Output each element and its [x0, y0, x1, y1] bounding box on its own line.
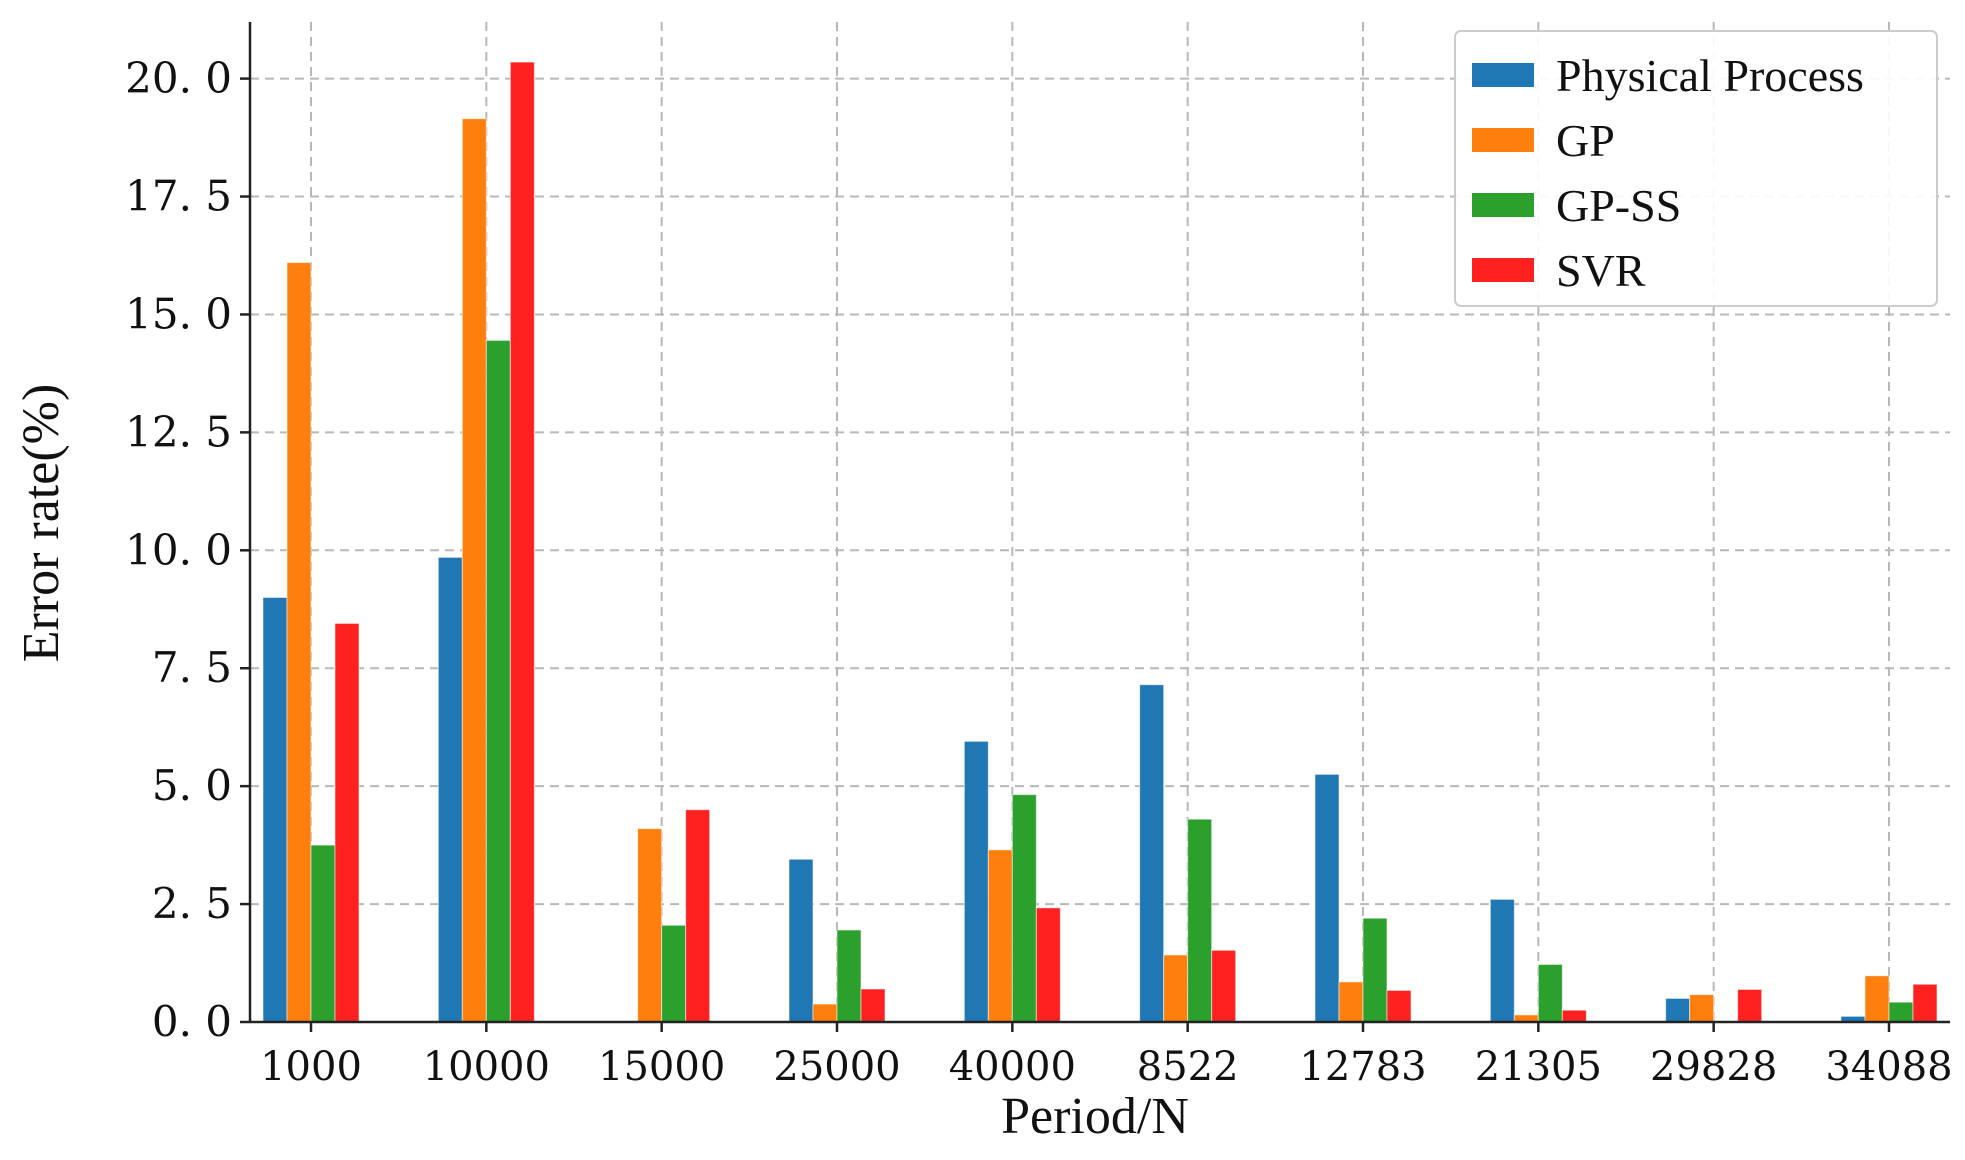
legend-label: Physical Process [1556, 50, 1864, 101]
x-tick-label: 8522 [1137, 1044, 1239, 1090]
bar-gp-ss-21305 [1537, 963, 1563, 1023]
bar-physical-process-29828 [1665, 997, 1691, 1023]
bar-gp-ss-1000 [310, 844, 336, 1023]
bar-svr-12783 [1386, 989, 1412, 1023]
bar-gp-ss-12783 [1362, 917, 1388, 1023]
x-tick-label: 29828 [1650, 1044, 1777, 1090]
bar-gp-10000 [461, 118, 487, 1023]
legend-label: GP [1556, 115, 1615, 166]
y-tick-label: 20. 0 [125, 54, 232, 103]
y-ticks: 0. 0 2. 5 5. 0 7. 5 10. 0 12. 5 15. 0 17. 5 20. … [125, 54, 250, 1046]
y-tick-label: 5. 0 [152, 761, 232, 810]
x-tick-label: 15000 [598, 1044, 725, 1090]
bar-svr-15000 [685, 809, 711, 1023]
bar-gp-1000 [286, 262, 312, 1023]
bar-gp-8522 [1163, 954, 1189, 1023]
bar-svr-29828 [1737, 988, 1763, 1023]
legend-label: SVR [1556, 245, 1646, 296]
bar-gp-ss-15000 [661, 924, 687, 1023]
bar-gp-34088 [1864, 975, 1890, 1023]
bar-physical-process-12783 [1314, 773, 1340, 1023]
bar-gp-29828 [1689, 994, 1715, 1023]
bar-svr-25000 [860, 988, 886, 1023]
x-tick-label: 1000 [260, 1044, 362, 1090]
legend-label: GP-SS [1556, 180, 1681, 231]
y-tick-label: 12. 5 [125, 407, 232, 456]
y-tick-label: 15. 0 [125, 289, 232, 338]
x-tick-label: 12783 [1299, 1044, 1426, 1090]
bar-gp-ss-10000 [485, 339, 511, 1023]
x-tick-label: 21305 [1475, 1044, 1602, 1090]
y-tick-label: 10. 0 [125, 525, 232, 574]
bar-gp-15000 [637, 828, 663, 1023]
bar-gp-25000 [812, 1003, 838, 1023]
bar-physical-process-8522 [1139, 684, 1165, 1023]
x-tick-label: 34088 [1825, 1044, 1952, 1090]
bar-gp-ss-25000 [836, 929, 862, 1023]
y-tick-label: 0. 0 [152, 997, 232, 1046]
legend: Physical Process GP GP-SS SVR [1454, 30, 1938, 307]
bar-svr-1000 [334, 622, 360, 1023]
bar-gp-ss-8522 [1187, 818, 1213, 1023]
x-tick-label: 25000 [773, 1044, 900, 1090]
bar-physical-process-1000 [262, 596, 288, 1023]
bar-svr-34088 [1912, 983, 1938, 1023]
x-tick-label: 40000 [949, 1044, 1076, 1090]
bars [262, 61, 1938, 1023]
bar-gp-ss-40000 [1011, 794, 1037, 1023]
bar-physical-process-40000 [963, 740, 989, 1023]
bar-gp-ss-34088 [1888, 1001, 1914, 1023]
bar-physical-process-25000 [788, 858, 814, 1023]
axes [248, 22, 1950, 1024]
x-tick-label: 10000 [423, 1044, 550, 1090]
bar-svr-10000 [509, 61, 535, 1023]
bar-gp-40000 [987, 849, 1013, 1023]
y-tick-label: 17. 5 [125, 172, 232, 221]
legend-swatch [1472, 258, 1534, 282]
bar-svr-8522 [1211, 949, 1237, 1023]
bar-svr-21305 [1561, 1009, 1587, 1023]
y-tick-label: 2. 5 [152, 879, 232, 928]
y-axis-title: Error rate(%) [13, 384, 70, 663]
legend-swatch [1472, 128, 1534, 152]
bar-physical-process-21305 [1489, 898, 1515, 1023]
bar-physical-process-10000 [437, 556, 463, 1023]
y-tick-label: 7. 5 [152, 643, 232, 692]
legend-swatch [1472, 193, 1534, 217]
bar-gp-12783 [1338, 981, 1364, 1023]
legend-swatch [1472, 63, 1534, 87]
bar-svr-40000 [1035, 907, 1061, 1023]
x-axis-title: Period/N [1001, 1088, 1189, 1145]
legend-frame [1454, 30, 1938, 307]
x-ticks: 1000 10000 15000 25000 40000 8522 12783 21305 29… [260, 1022, 1953, 1090]
